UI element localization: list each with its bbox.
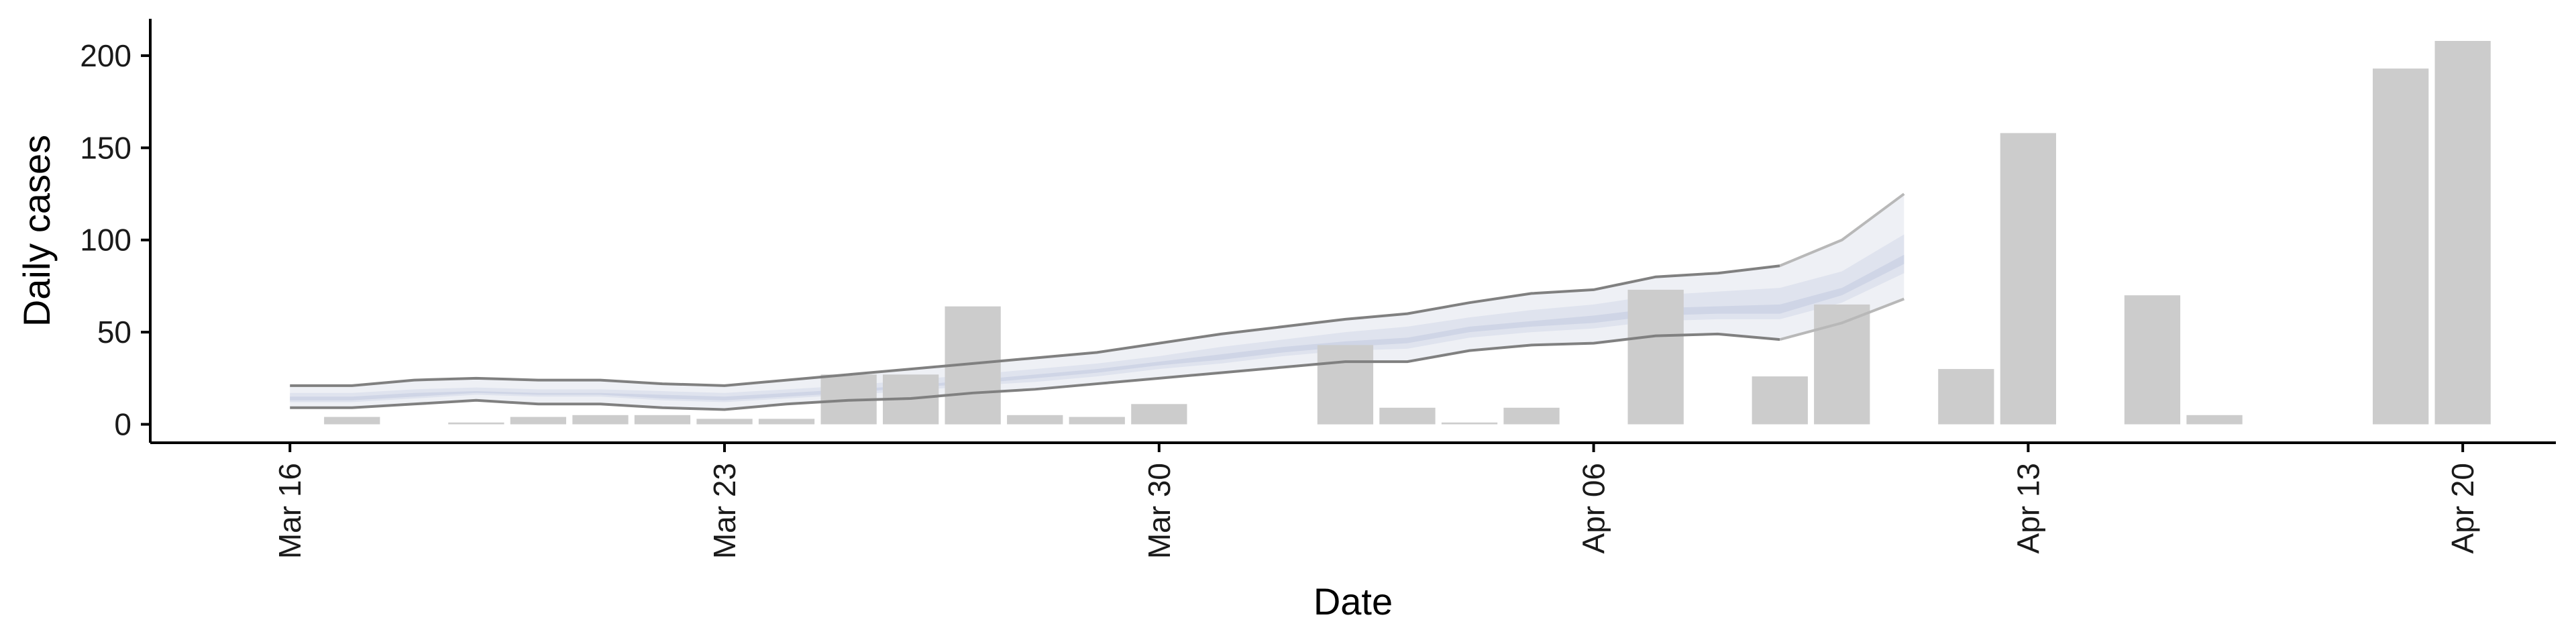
- bar-2020-03-17: [324, 417, 380, 425]
- x-axis-title: Date: [1313, 580, 1393, 623]
- bar-2020-04-09: [1752, 376, 1808, 425]
- bar-2020-03-30: [1131, 404, 1187, 425]
- x-tick-label: Mar 30: [1142, 463, 1177, 559]
- bar-2020-04-03: [1379, 407, 1436, 425]
- bar-2020-03-21: [572, 415, 629, 425]
- y-tick-label: 150: [80, 130, 131, 165]
- daily-cases-bars: [324, 41, 2491, 425]
- bar-2020-04-15: [2124, 295, 2181, 425]
- estimate-band-layer: [290, 194, 1904, 410]
- y-tick-label: 200: [80, 38, 131, 73]
- y-tick-label: 0: [114, 407, 131, 442]
- x-tick-label: Apr 13: [2010, 463, 2045, 554]
- bar-2020-03-29: [1069, 417, 1125, 425]
- bar-2020-03-24: [758, 419, 815, 425]
- band-upper-line: [290, 264, 1780, 387]
- estimate-bound-lines: [290, 193, 1905, 411]
- bar-2020-03-23: [696, 419, 753, 425]
- bar-2020-04-05: [1503, 407, 1560, 425]
- band-lower-line-forecast: [1779, 297, 1905, 341]
- x-axis-ticks: Mar 16 Mar 23 Mar 30 Apr 06 Apr 13 Apr 20: [272, 443, 2480, 559]
- bar-2020-04-02: [1317, 345, 1374, 425]
- x-tick-label: Mar 23: [707, 463, 742, 559]
- band-upper-line-forecast: [1779, 193, 1905, 268]
- bar-2020-04-12: [1938, 369, 1994, 425]
- y-axis-title: Daily cases: [15, 135, 58, 327]
- bar-2020-04-04: [1441, 422, 1498, 425]
- bar-2020-04-13: [2000, 133, 2056, 425]
- bar-2020-04-10: [1814, 304, 1870, 425]
- bar-2020-04-19: [2373, 68, 2429, 425]
- bar-2020-03-19: [448, 422, 504, 425]
- axes: 0 50 100 150 200 Mar 16 Mar 23 Mar 30 Apr 06 Apr…: [80, 19, 2556, 559]
- y-tick-label: 50: [97, 315, 131, 350]
- y-tick-label: 100: [80, 223, 131, 258]
- bar-2020-04-20: [2434, 41, 2491, 425]
- bar-2020-03-28: [1007, 415, 1063, 425]
- bar-2020-03-22: [634, 415, 691, 425]
- x-tick-label: Mar 16: [272, 463, 307, 559]
- band-inner: [290, 254, 1904, 400]
- bar-2020-04-07: [1627, 289, 1684, 425]
- bar-2020-03-20: [510, 417, 566, 425]
- bar-2020-04-16: [2186, 415, 2243, 425]
- x-tick-label: Apr 20: [2445, 463, 2480, 554]
- band-lower-line: [290, 332, 1780, 411]
- x-tick-label: Apr 06: [1576, 463, 1611, 554]
- y-axis-ticks: 0 50 100 150 200: [80, 38, 150, 442]
